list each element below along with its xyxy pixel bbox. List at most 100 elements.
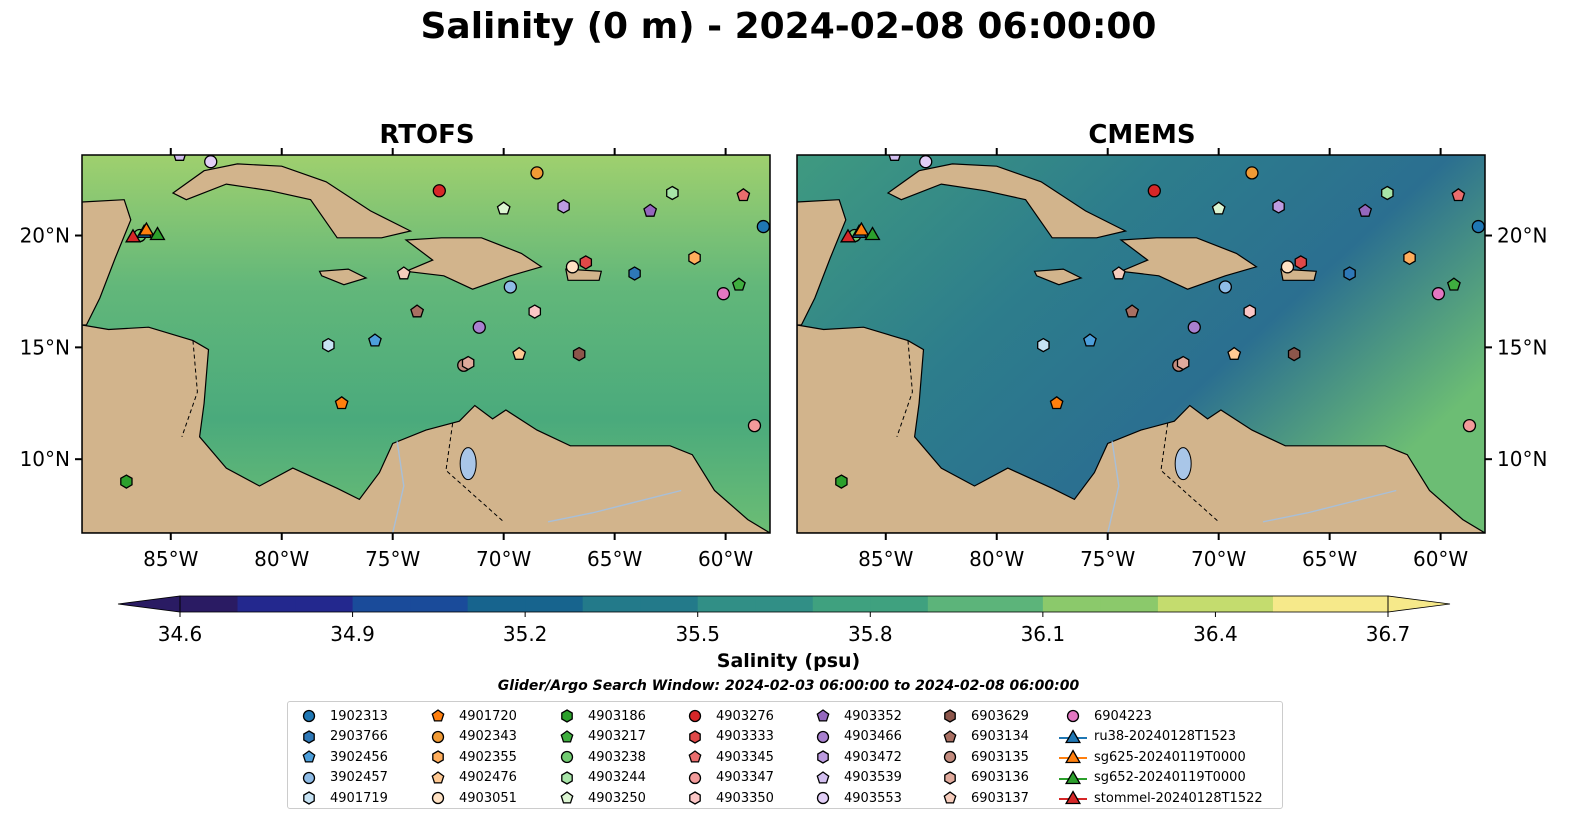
platform-sg652-20240119T0000 (864, 226, 881, 241)
legend-marker-glyph (1064, 769, 1082, 784)
colorbar-bin (697, 596, 756, 612)
colorbar-label: Salinity (psu) (716, 650, 861, 672)
legend-label: 6904223 (1094, 708, 1152, 724)
legend-label: 2903766 (330, 729, 388, 745)
lon-tick-label: 80°W (969, 547, 1024, 571)
legend-marker-glyph (431, 770, 445, 784)
central-america-land (797, 324, 1485, 533)
rtofs-map-panel (82, 155, 770, 533)
legend-item: 4903244 (552, 768, 646, 789)
platform-4903345 (736, 187, 751, 202)
colorbar-bin (755, 596, 814, 612)
legend-marker-glyph (944, 770, 956, 785)
colorbar-bin (237, 596, 296, 612)
colorbar-bin (927, 596, 986, 612)
legend-label: 4903345 (716, 749, 774, 765)
legend-marker-glyph (431, 792, 445, 805)
legend-label: 6903135 (971, 749, 1029, 765)
platform-4903539 (173, 155, 186, 161)
legend-item: 6904223 (1058, 706, 1263, 727)
country-border (896, 340, 913, 437)
lat-tick-label: 10°N (1497, 447, 1547, 471)
legend-marker (431, 770, 445, 784)
lon-tick-label: 80°W (254, 547, 309, 571)
legend-marker-glyph (816, 709, 830, 722)
legend-marker (302, 710, 316, 723)
legend-column: 6904223 ru38-20240128T1523 sg625-20240119T… (1058, 706, 1263, 809)
lon-tick-label: 75°W (365, 547, 420, 571)
platform-3902456 (1083, 333, 1097, 347)
legend-marker (1059, 790, 1087, 805)
legend-item: 6903135 (935, 747, 1029, 768)
legend-marker-glyph (431, 709, 445, 722)
lon-tick-label: 70°W (476, 547, 531, 571)
legend-item: 4903250 (552, 788, 646, 809)
legend-label: ru38-20240128T1523 (1094, 729, 1237, 745)
lon-tick-label: 75°W (1080, 547, 1135, 571)
lon-tick-label: 70°W (1191, 547, 1246, 571)
platform-4902355 (688, 250, 701, 266)
colorbar-bin (1100, 596, 1159, 612)
legend-marker (688, 750, 702, 763)
colorbar-bin (1272, 596, 1332, 612)
platform-4903217 (1446, 277, 1461, 291)
legend-item: 4902355 (423, 747, 517, 768)
legend-label: 4903250 (588, 790, 646, 806)
legend-label: 6903137 (971, 790, 1029, 806)
legend-label: 3902456 (330, 749, 388, 765)
legend-label: 4903472 (844, 749, 902, 765)
legend-label: 4902355 (459, 749, 517, 765)
platform-4903539 (888, 155, 901, 161)
platform-4903345 (1451, 187, 1466, 202)
lat-tick-label: 20°N (1497, 224, 1547, 248)
platform-4903333 (579, 255, 593, 270)
legend-marker-glyph (1064, 749, 1082, 764)
colorbar-frame (179, 595, 1389, 613)
legend-marker-glyph (816, 730, 830, 743)
colorbar-bin (467, 596, 526, 612)
platform-4903350 (1243, 304, 1257, 319)
legend-marker (560, 729, 574, 743)
legend-marker-glyph (1064, 728, 1082, 743)
legend-marker (303, 791, 315, 806)
legend-marker-glyph (817, 750, 829, 765)
platform-4903347 (747, 418, 762, 433)
legend-label: 4903186 (588, 708, 646, 724)
legend-item: 4903553 (808, 788, 902, 809)
country-border (181, 340, 198, 437)
colorbar-tick-label: 35.8 (848, 622, 893, 646)
platform-6903137 (1111, 266, 1126, 280)
legend-label: 6903134 (971, 729, 1029, 745)
platform-4903186 (120, 474, 133, 489)
platform-4902476 (1227, 346, 1242, 360)
platform-sg625-20240119T0000 (138, 221, 155, 236)
cmems-map-frame (796, 154, 1486, 534)
legend-item: 4902343 (423, 727, 517, 748)
legend-item: sg625-20240119T0000 (1058, 747, 1263, 768)
legend-marker (431, 709, 445, 722)
colorbar-tick-label: 35.2 (503, 622, 548, 646)
platform-3902457 (1218, 280, 1232, 294)
legend-marker-glyph (302, 710, 316, 723)
platform-6903136 (1176, 355, 1190, 371)
legend-item: 4903466 (808, 727, 902, 748)
legend-item: 4901720 (423, 706, 517, 727)
colorbar-bin (582, 596, 641, 612)
legend-marker (688, 710, 702, 723)
platform-4902355 (1403, 250, 1416, 266)
platform-1902313 (756, 219, 770, 234)
platform-stommel-20240128T1522 (839, 228, 857, 243)
legend-marker (943, 751, 957, 764)
colorbar-extend-low (117, 595, 181, 613)
legend-marker-glyph (431, 730, 445, 743)
legend-column: 1902313 2903766 3902456 3902457 4901719 (294, 706, 388, 809)
platform-1902313 (1471, 219, 1485, 234)
lat-tick-label: 10°N (20, 447, 70, 471)
legend-item: 4903472 (808, 747, 902, 768)
central-america-land (82, 324, 770, 533)
colorbar-bin (870, 596, 929, 612)
legend-marker-glyph (1064, 790, 1082, 805)
legend-marker-glyph (303, 729, 315, 744)
legend-label: 4901720 (459, 708, 517, 724)
legend-label: 4903244 (588, 770, 646, 786)
